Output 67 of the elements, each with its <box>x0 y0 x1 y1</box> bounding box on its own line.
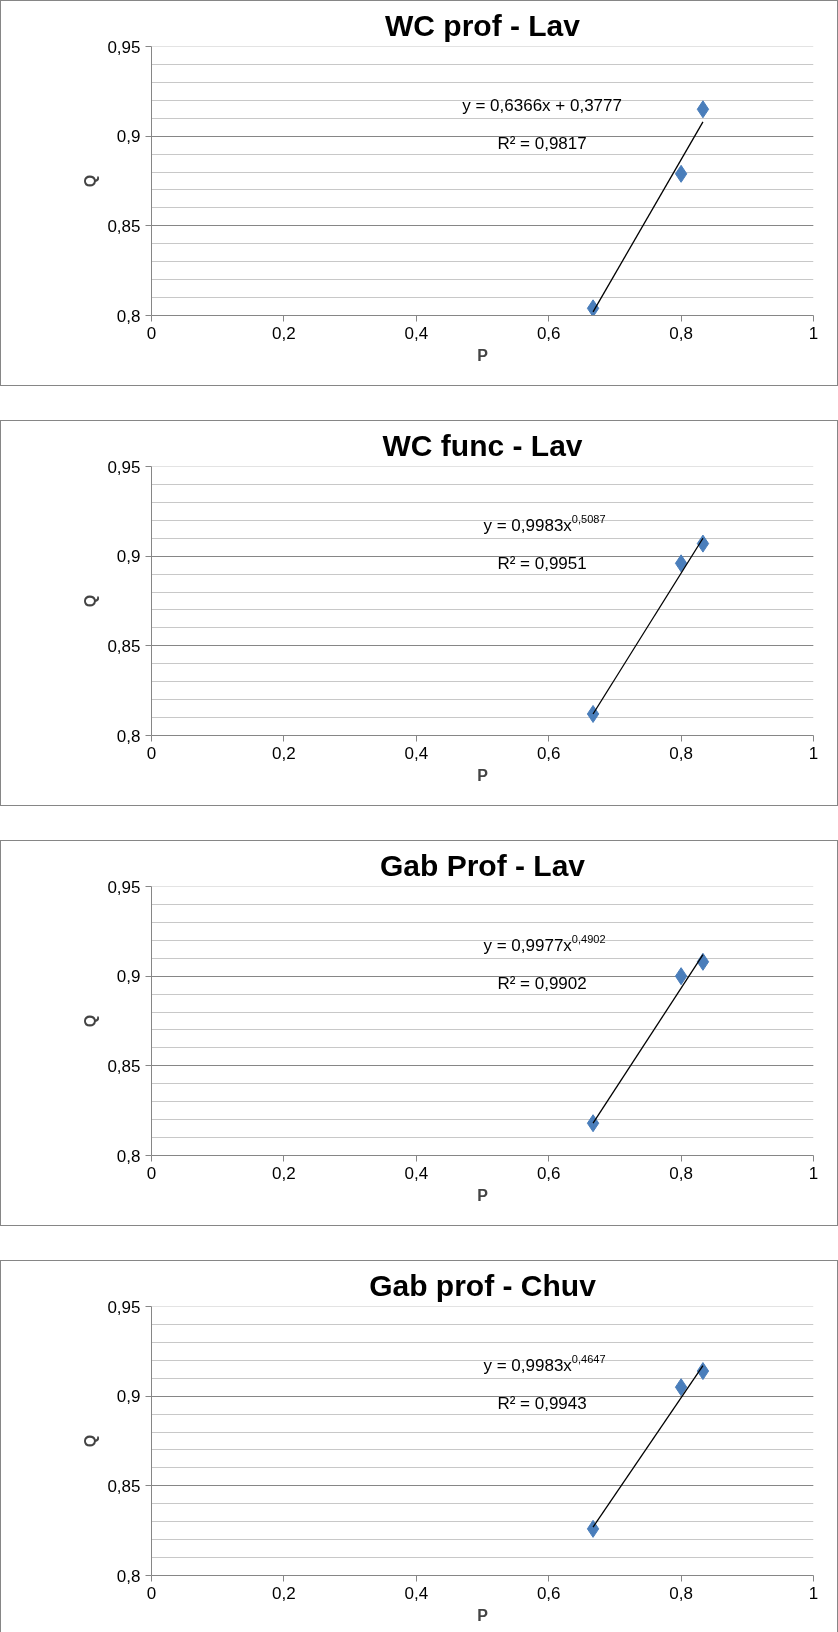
x-tick-label: 0,6 <box>536 1163 561 1183</box>
point <box>674 967 688 986</box>
x-axis-title: P <box>477 1186 489 1204</box>
x-tick-label: 0 <box>146 323 157 343</box>
x-tick-label: 0,4 <box>404 323 429 343</box>
x-tick-label: 1 <box>808 743 819 763</box>
y-tick-label: 0,8 <box>116 306 141 326</box>
x-tick-label: 0,2 <box>272 323 296 343</box>
point <box>586 1114 600 1133</box>
y-tick-label: 0,9 <box>116 127 141 147</box>
x-tick-label: 0,4 <box>404 1583 429 1603</box>
y-tick-label: 0,85 <box>107 636 141 656</box>
x-tick-label: 0,4 <box>404 1163 429 1183</box>
annotation: R² = 0,9943 <box>497 1393 587 1413</box>
y-tick-label: 0,9 <box>116 967 141 987</box>
x-tick-label: 0 <box>146 1583 157 1603</box>
y-axis-title: Q <box>82 174 100 188</box>
x-tick-label: 1 <box>808 1163 819 1183</box>
point <box>696 1362 710 1381</box>
y-tick-label: 0,95 <box>107 877 141 897</box>
y-tick-label: 0,8 <box>116 1566 141 1586</box>
y-tick-label: 0,9 <box>116 547 141 567</box>
point <box>696 100 710 119</box>
y-tick-label: 0,9 <box>116 1387 141 1407</box>
y-tick-label: 0,85 <box>107 1056 141 1076</box>
x-tick-label: 0,4 <box>404 743 429 763</box>
x-tick-label: 0,8 <box>669 1583 693 1603</box>
x-tick-label: 1 <box>808 323 819 343</box>
x-tick-label: 0,6 <box>536 323 561 343</box>
x-tick-label: 0,2 <box>272 1163 296 1183</box>
x-tick-label: 0,2 <box>272 743 296 763</box>
point <box>586 704 600 723</box>
annotation: R² = 0,9902 <box>497 973 587 993</box>
y-tick-label: 0,85 <box>107 216 141 236</box>
annotation: R² = 0,9951 <box>497 553 587 573</box>
y-tick-label: 0,95 <box>107 1297 141 1317</box>
y-tick-label: 0,8 <box>116 726 141 746</box>
chart-title: Gab Prof - Lav <box>379 848 586 882</box>
y-tick-label: 0,8 <box>116 1146 141 1166</box>
x-tick-label: 0 <box>146 1163 157 1183</box>
x-tick-label: 0,8 <box>669 743 693 763</box>
point <box>586 1519 600 1538</box>
x-tick-label: 1 <box>808 1583 819 1603</box>
x-tick-label: 0,8 <box>669 1163 693 1183</box>
x-tick-label: 0,8 <box>669 323 693 343</box>
x-axis-title: P <box>477 1606 489 1624</box>
y-tick-label: 0,95 <box>107 37 141 57</box>
y-axis-title: Q <box>82 1014 100 1028</box>
x-tick-label: 0,2 <box>272 1583 296 1603</box>
y-axis-title: Q <box>82 594 100 608</box>
x-axis-title: P <box>477 766 489 784</box>
x-tick-label: 0,6 <box>536 1583 561 1603</box>
point <box>674 554 688 573</box>
annotation: R² = 0,9817 <box>497 133 587 153</box>
y-tick-label: 0,85 <box>107 1476 141 1496</box>
y-axis-title: Q <box>82 1434 100 1448</box>
x-tick-label: 0 <box>146 743 157 763</box>
chart-title: WC prof - Lav <box>385 8 581 42</box>
point <box>674 164 688 183</box>
chart-title: WC func - Lav <box>382 428 583 462</box>
point <box>586 299 600 316</box>
y-tick-label: 0,95 <box>107 457 141 477</box>
x-tick-label: 0,6 <box>536 743 561 763</box>
x-axis-title: P <box>477 346 489 364</box>
annotation: y = 0,6366x + 0,3777 <box>462 96 622 116</box>
point <box>674 1378 688 1397</box>
chart-title: Gab prof - Chuv <box>369 1268 597 1302</box>
